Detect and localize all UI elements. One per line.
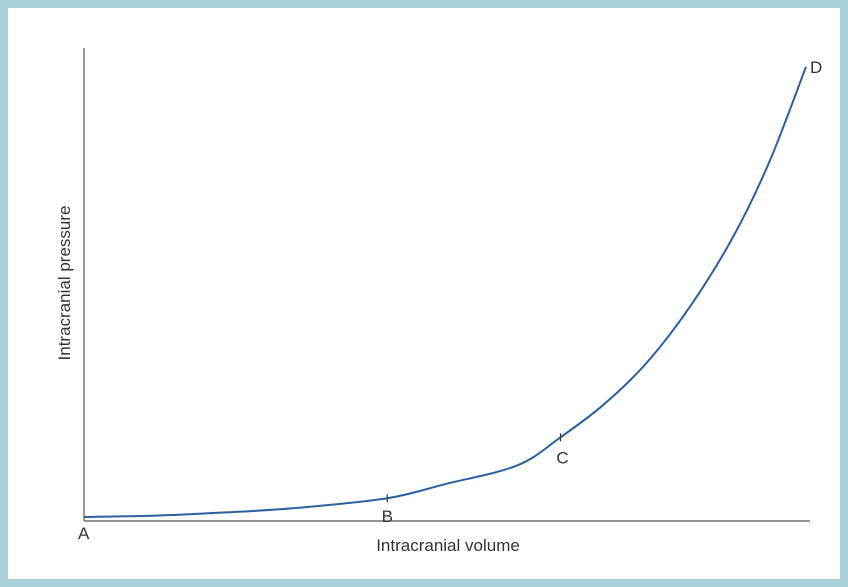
x-axis-label: Intracranial volume bbox=[376, 536, 520, 555]
point-label-b: B bbox=[382, 507, 393, 526]
point-marks: A B C D bbox=[78, 58, 822, 543]
point-label-c: C bbox=[556, 448, 568, 467]
point-label-a: A bbox=[78, 524, 90, 543]
y-axis-label: Intracranial pressure bbox=[55, 206, 74, 361]
pressure-volume-curve bbox=[83, 66, 807, 518]
point-label-d: D bbox=[810, 58, 822, 77]
